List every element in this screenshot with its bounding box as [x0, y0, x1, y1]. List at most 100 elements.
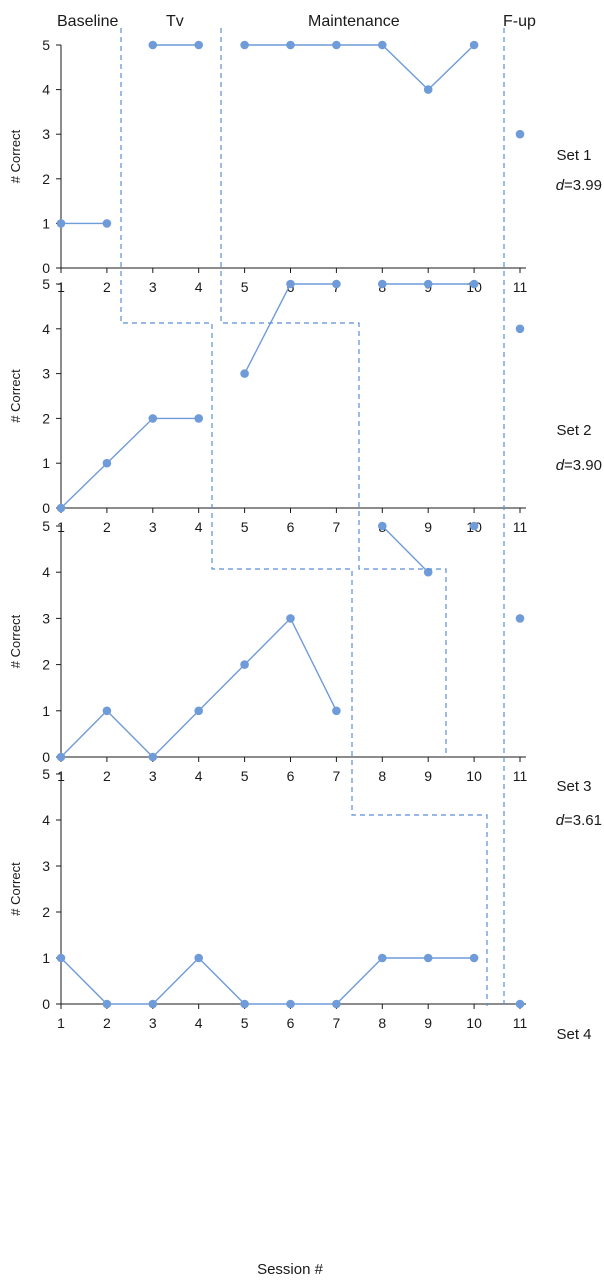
data-point [102, 458, 112, 468]
x-axis-label: Session # [257, 1261, 324, 1278]
data-point [102, 219, 112, 228]
set-label: Set 4 [556, 1026, 591, 1043]
phase-label-followup: F-up [503, 13, 536, 30]
y-axis-label: # Correct [8, 129, 23, 183]
series-line [381, 525, 429, 573]
series-line [244, 44, 475, 91]
y-tick-label: 1 [42, 455, 50, 471]
x-tick-label: 4 [195, 768, 203, 784]
y-tick-label: 2 [42, 657, 50, 673]
data-point [194, 953, 203, 963]
effect-size-label: d=3.90 [556, 457, 602, 474]
data-point [56, 953, 66, 963]
x-tick-label: 9 [424, 1015, 432, 1031]
x-tick-label: 9 [424, 519, 432, 535]
x-tick-label: 3 [149, 1015, 157, 1031]
x-tick-label: 11 [513, 279, 528, 295]
set-label: Set 2 [556, 422, 591, 439]
x-tick-label: 2 [103, 1015, 111, 1031]
data-point [286, 279, 295, 289]
data-point [194, 706, 203, 716]
data-point [423, 567, 433, 577]
x-tick-label: 5 [241, 519, 249, 535]
series-line [60, 957, 475, 1005]
y-axis-label: # Correct [8, 369, 23, 423]
y-tick-label: 4 [42, 82, 50, 98]
data-point [240, 369, 249, 378]
x-tick-label: 8 [378, 768, 386, 784]
y-tick-label: 0 [42, 749, 50, 765]
data-point [148, 414, 158, 423]
data-point [194, 414, 203, 423]
phase-labels: Baseline Tv Maintenance F-up [57, 13, 536, 30]
data-point [469, 521, 479, 531]
data-point [423, 953, 433, 963]
x-tick-label: 1 [57, 1015, 65, 1031]
set-label: Set 3 [556, 778, 591, 795]
data-point [194, 40, 203, 50]
data-point [378, 521, 387, 531]
x-tick-label: 2 [103, 279, 111, 295]
y-tick-label: 1 [42, 703, 50, 719]
series-line [243, 283, 337, 374]
series-line [60, 617, 338, 758]
data-point [378, 40, 387, 50]
data-point [515, 999, 525, 1009]
data-point [332, 40, 341, 50]
effect-size-label: d=3.99 [556, 177, 602, 194]
x-tick-label: 10 [466, 1015, 482, 1031]
x-tick-label: 3 [149, 768, 157, 784]
phase-label-baseline: Baseline [57, 13, 118, 30]
data-point [56, 503, 66, 513]
y-axis-label: # Correct [8, 614, 23, 668]
x-tick-label: 7 [333, 519, 341, 535]
y-tick-label: 4 [42, 564, 50, 580]
phase-label-tv: Tv [166, 13, 184, 30]
y-tick-label: 3 [42, 610, 50, 626]
x-tick-label: 3 [149, 279, 157, 295]
data-point [240, 40, 249, 50]
data-point [332, 706, 341, 716]
y-axis-label: # Correct [8, 862, 23, 916]
y-tick-label: 2 [42, 410, 50, 426]
y-tick-label: 2 [42, 171, 50, 187]
data-point [240, 999, 249, 1009]
x-tick-label: 6 [287, 1015, 295, 1031]
y-tick-label: 4 [42, 321, 50, 337]
data-point [378, 953, 387, 963]
x-tick-label: 3 [149, 519, 157, 535]
y-tick-label: 2 [42, 904, 50, 920]
y-tick-label: 0 [42, 996, 50, 1012]
phase-line-baseline-to-tv [120, 28, 488, 1006]
x-tick-label: 7 [333, 768, 341, 784]
data-point [515, 129, 525, 139]
y-tick-label: 5 [42, 37, 50, 53]
series-line [60, 417, 199, 509]
x-tick-label: 6 [287, 768, 295, 784]
data-point [469, 279, 479, 289]
data-point [148, 40, 158, 50]
y-tick-label: 4 [42, 812, 50, 828]
phase-line-tv-to-maintenance [220, 28, 447, 754]
data-point [332, 999, 341, 1009]
data-point [423, 85, 433, 94]
x-tick-label: 7 [333, 1015, 341, 1031]
x-tick-label: 5 [241, 1015, 249, 1031]
data-point [148, 752, 158, 762]
x-tick-label: 11 [513, 519, 528, 535]
x-tick-label: 11 [513, 1015, 528, 1031]
x-tick-label: 10 [466, 768, 482, 784]
y-tick-label: 0 [42, 260, 50, 276]
x-tick-label: 6 [287, 519, 295, 535]
phase-change-lines [120, 28, 505, 1006]
data-point [286, 614, 295, 623]
x-tick-label: 4 [195, 519, 203, 535]
y-tick-label: 3 [42, 366, 50, 382]
y-tick-label: 1 [42, 950, 50, 966]
x-tick-label: 2 [103, 519, 111, 535]
y-tick-label: 3 [42, 858, 50, 874]
